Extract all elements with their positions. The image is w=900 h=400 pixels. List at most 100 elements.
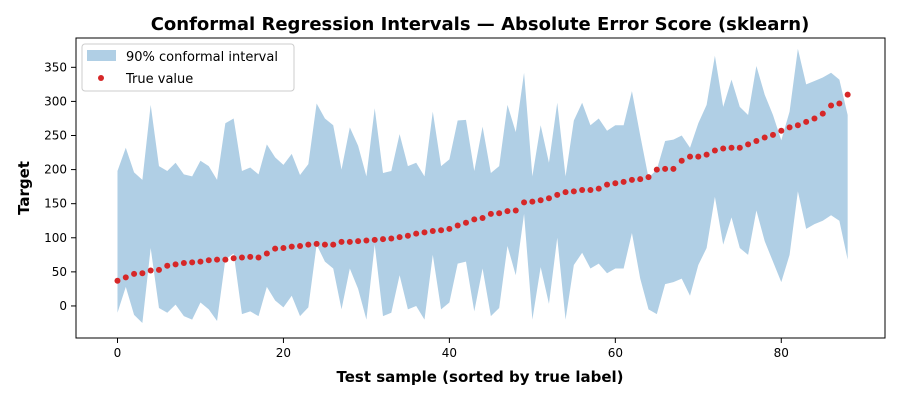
true-value-point [579,187,586,194]
true-value-point [670,165,677,172]
true-value-point [736,144,743,151]
true-value-point [446,225,453,232]
true-value-point [214,256,221,263]
true-value-point [230,255,237,262]
true-value-point [753,137,760,144]
y-tick-label: 300 [44,94,67,108]
true-value-point [479,215,486,221]
true-value-point [678,157,685,164]
true-value-point [612,180,619,187]
true-value-point [371,236,378,243]
true-value-point [205,257,212,264]
true-value-point [728,144,735,151]
true-value-point [811,115,818,122]
true-value-point [604,181,611,188]
true-value-point [769,131,776,138]
true-value-point [662,165,669,172]
true-value-point [438,227,445,234]
true-value-point [288,243,295,250]
true-value-point [620,178,627,185]
true-value-point [653,166,660,173]
true-value-point [429,227,436,234]
true-value-point [695,153,702,160]
true-value-point [255,254,262,261]
true-value-point [720,145,727,152]
x-tick-label: 20 [276,346,291,360]
true-value-point [272,245,279,252]
true-value-point [238,254,245,261]
true-value-point [313,240,320,247]
chart-title: Conformal Regression Intervals — Absolut… [151,14,810,35]
true-value-point [537,197,544,204]
true-value-point [828,102,835,109]
true-value-point [396,234,403,241]
true-value-point [794,122,801,129]
true-value-point [172,261,179,268]
true-value-point [454,222,461,229]
true-value-point [687,153,694,160]
legend-interval-swatch [87,50,116,61]
legend-interval-label: 90% conformal interval [126,50,278,65]
true-value-point [114,277,121,284]
true-value-point [280,245,287,251]
true-value-point [745,141,752,148]
y-tick-label: 100 [44,231,67,245]
true-value-point [388,235,395,242]
true-value-point [122,274,129,281]
legend-true-value-label: True value [125,72,193,87]
true-value-point [421,229,428,236]
true-value-point [786,124,793,131]
true-value-point [545,195,552,202]
plot-frame [75,37,886,339]
true-value-point [471,216,478,223]
true-value-point [504,208,511,215]
x-tick-label: 0 [114,346,122,360]
true-value-point [778,127,785,134]
true-value-point [703,151,710,158]
true-value-point [164,262,171,269]
true-value-point [761,134,768,141]
true-value-point [512,207,519,214]
true-value-point [404,232,411,239]
y-tick-label: 200 [44,163,67,177]
true-value-point [363,237,370,244]
y-tick-label: 0 [59,299,67,313]
true-value-point [462,219,469,226]
true-value-point [155,266,162,273]
true-value-point [189,259,196,266]
true-value-point [147,267,154,274]
x-tick-label: 60 [608,346,623,360]
true-value-point [562,189,569,196]
true-value-point [413,230,420,237]
y-tick-label: 150 [44,197,67,211]
true-value-point [836,100,843,107]
x-tick-label: 80 [774,346,789,360]
true-value-point [355,238,362,245]
true-value-point [247,253,254,260]
true-value-point [595,185,602,192]
true-value-point [330,241,337,248]
x-axis-label: Test sample (sorted by true label) [336,368,623,386]
true-value-point [628,176,635,183]
true-value-point [380,236,387,243]
true-value-point [263,250,270,257]
true-value-point [131,270,138,277]
true-value-point [587,187,594,194]
true-value-point [570,188,577,195]
true-value-point [554,191,561,198]
true-value-point [321,241,328,248]
y-axis-label: Target [15,161,33,215]
x-tick-label: 40 [442,346,457,360]
true-value-point [197,258,204,265]
y-tick-label: 350 [44,60,67,74]
true-value-point [496,210,503,217]
true-value-point [297,242,304,249]
true-value-point [529,198,536,205]
true-value-point [139,270,146,277]
true-value-point [844,91,851,98]
true-value-point [521,199,528,206]
true-value-point [305,241,312,248]
true-value-point [346,238,353,245]
legend-true-value-marker [98,75,104,81]
